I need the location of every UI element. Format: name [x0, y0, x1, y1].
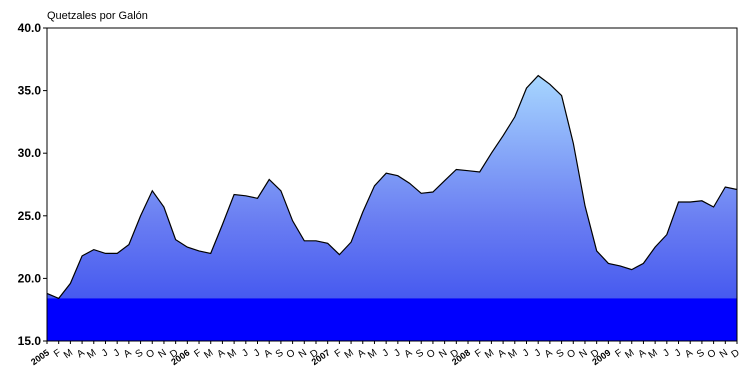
x-tick-label: M [226, 347, 239, 361]
x-tick-label: A [122, 347, 134, 360]
x-tick-label: J [392, 347, 402, 359]
x-tick-label: N [437, 347, 449, 360]
x-tick-label: J [240, 347, 250, 359]
x-tick-label: M [647, 347, 660, 361]
x-tick-label: F [613, 347, 624, 360]
x-tick-label: M [506, 347, 519, 361]
y-tick-label: 25.0 [18, 209, 42, 223]
x-tick-label: A [262, 347, 274, 360]
x-tick-label: M [623, 347, 636, 361]
x-tick-label: F [333, 347, 344, 360]
x-tick-label: M [366, 347, 379, 361]
y-axis-label: Quetzales por Galón [47, 10, 148, 22]
x-tick-label: J [100, 347, 110, 359]
x-tick-label: A [543, 347, 555, 360]
y-tick-label: 15.0 [18, 334, 42, 348]
x-tick-label: S [274, 347, 286, 360]
price-line [46, 74, 738, 300]
y-tick-label: 30.0 [18, 146, 42, 160]
x-tick-label: J [521, 347, 531, 359]
x-tick-label: J [111, 347, 121, 359]
x-tick-label: O [144, 347, 157, 361]
x-tick-label: A [683, 347, 695, 360]
x-tick-label: J [380, 347, 390, 359]
x-tick-label: N [156, 347, 168, 360]
x-tick-label: M [85, 347, 98, 361]
x-tick-label: O [285, 347, 298, 361]
x-tick-label: M [343, 347, 356, 361]
x-tick-label: S [695, 347, 707, 360]
x-tick-label: J [673, 347, 683, 359]
x-tick-label: N [718, 347, 730, 360]
x-tick-label: S [414, 347, 426, 360]
x-tick-label: J [533, 347, 543, 359]
x-tick-label: S [134, 347, 146, 360]
plot-frame [46, 27, 738, 342]
base-band [47, 298, 737, 341]
x-tick-label: 2005 [29, 347, 51, 367]
x-tick-label: M [483, 347, 496, 361]
plot-area [46, 74, 738, 341]
x-tick-label: J [661, 347, 671, 359]
y-tick-label: 35.0 [18, 84, 42, 98]
x-tick-label: M [202, 347, 215, 361]
x-tick-label: S [555, 347, 567, 360]
x-tick-label: O [565, 347, 578, 361]
y-tick-label: 40.0 [18, 21, 42, 35]
x-tick-label: N [577, 347, 589, 360]
x-tick-label: N [297, 347, 309, 360]
x-tick-label: F [473, 347, 484, 360]
y-axis: 15.0 20.0 25.0 30.0 35.0 40.0 [18, 21, 47, 348]
x-tick-label: O [706, 347, 719, 361]
x-tick-label: F [52, 347, 63, 360]
x-tick-label: M [62, 347, 75, 361]
x-tick-label: D [729, 347, 739, 360]
x-tick-label: O [425, 347, 438, 361]
x-tick-label: F [192, 347, 203, 360]
y-tick-label: 20.0 [18, 271, 42, 285]
price-area [47, 75, 737, 341]
x-tick-label: J [252, 347, 262, 359]
x-tick-label: A [402, 347, 414, 360]
